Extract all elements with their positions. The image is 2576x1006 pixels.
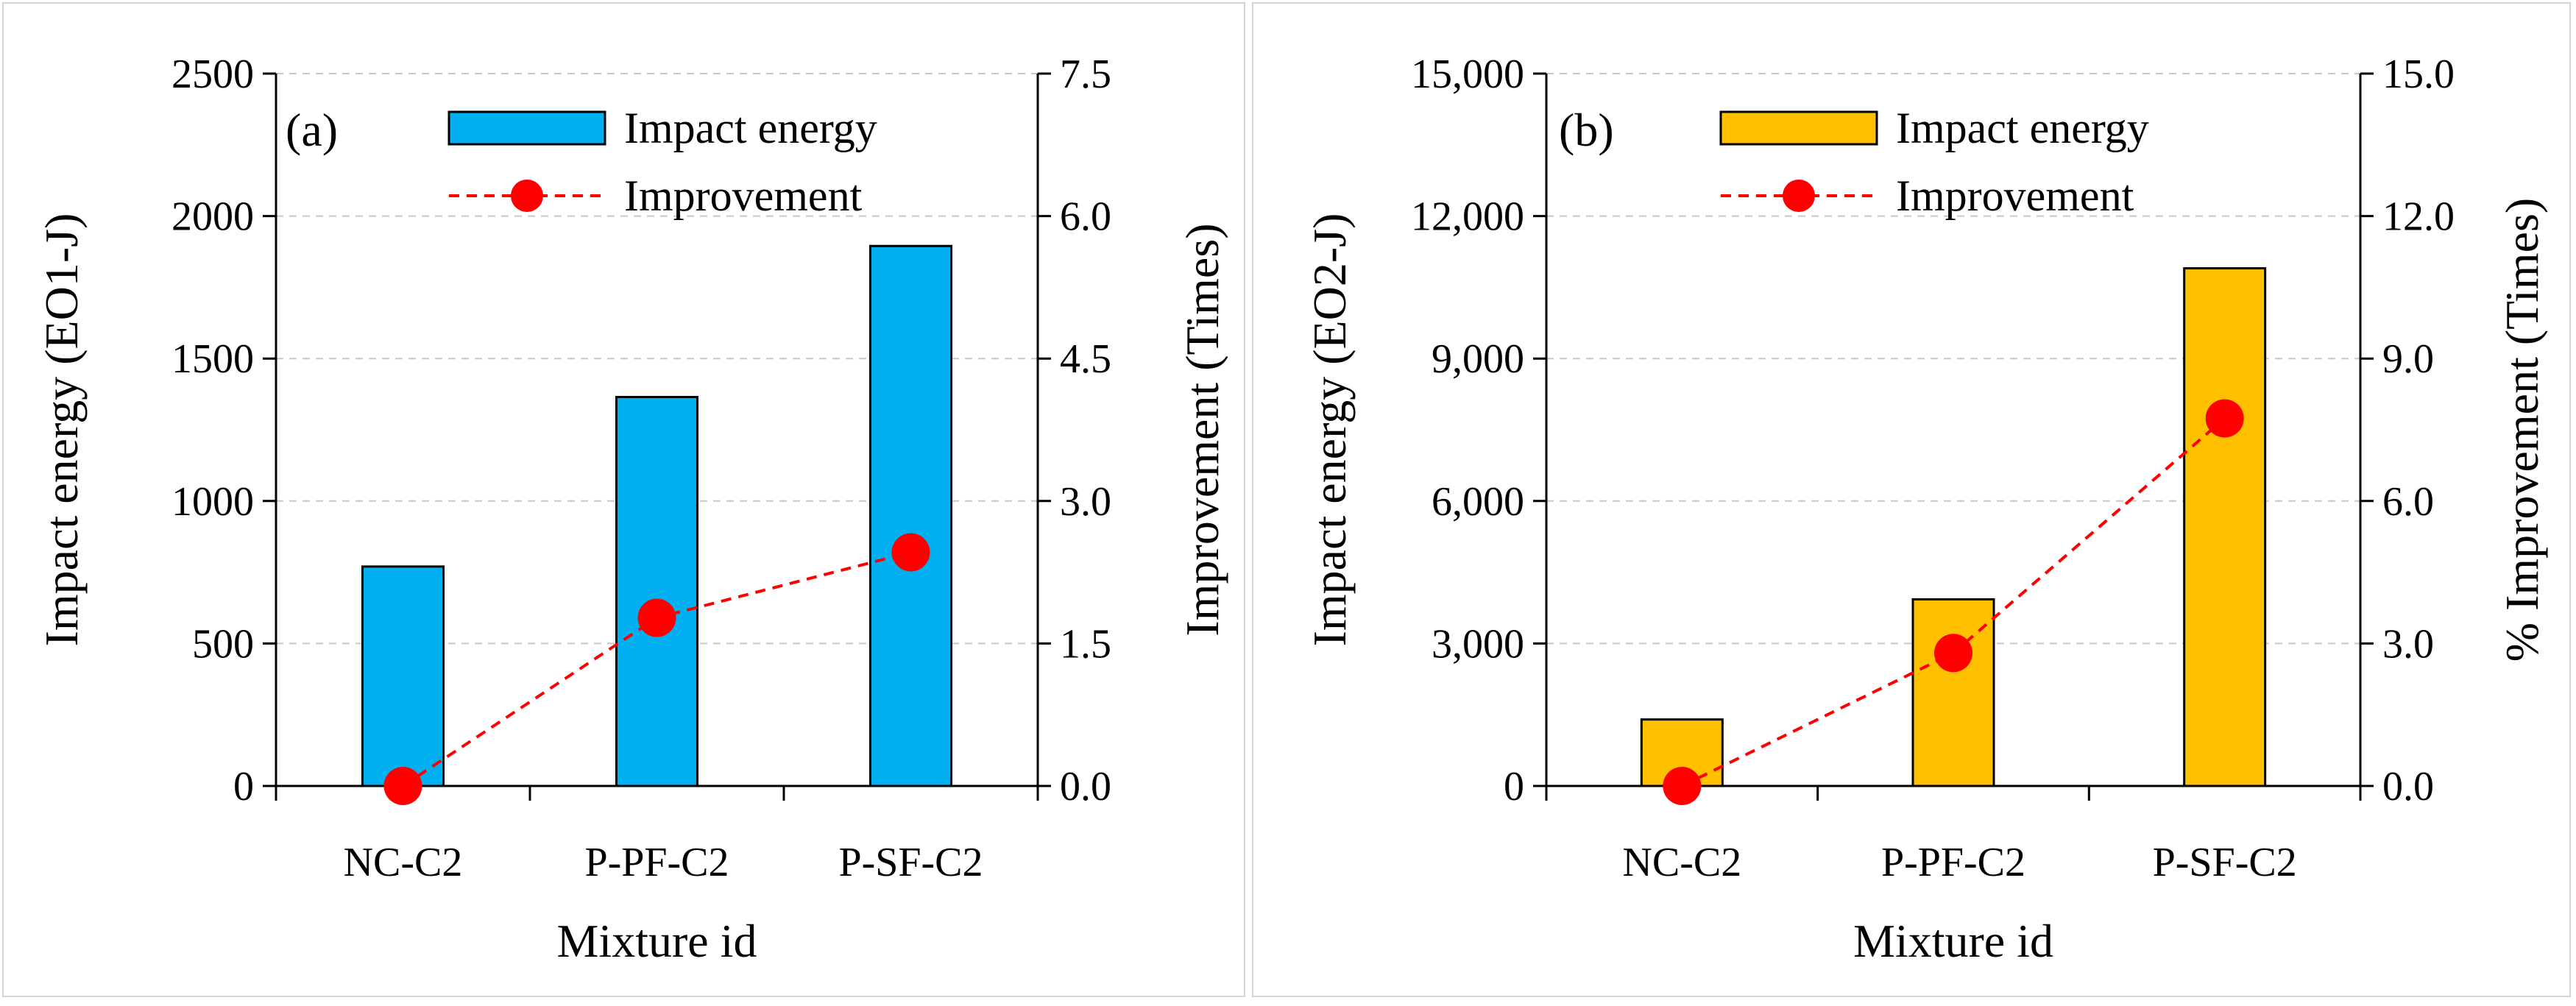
panel-a-y-tick-label: 500 xyxy=(192,621,254,667)
panel-b-chart: 0 3,000 6,000 9,000 12,000 15,000 0.0 3.0 6.0 9.0… xyxy=(1303,52,2548,967)
panel-b-y2-tick-label: 0.0 xyxy=(2382,764,2434,810)
panel-a-x-tick-label: P-PF-C2 xyxy=(584,840,729,885)
panel-a-y-tick-label: 2000 xyxy=(171,194,254,240)
panel-a-y2-tick-label: 1.5 xyxy=(1060,621,1111,667)
panel-a-y2-tick-label: 3.0 xyxy=(1060,479,1111,525)
panel-a-y2-tick-label: 4.5 xyxy=(1060,336,1111,382)
panel-a-bar-p-sf-c2 xyxy=(869,244,952,787)
panel-b-improvement-point-p-pf-c2 xyxy=(1934,634,1972,673)
panel-a-legend-bar-swatch xyxy=(447,110,606,146)
panel-b-bar-p-sf-c2 xyxy=(2183,267,2267,787)
panel-b-legend-line-marker xyxy=(1783,180,1815,212)
panel-b-improvement-point-p-sf-c2 xyxy=(2205,399,2244,438)
panel-b-legend-line-label: Improvement xyxy=(1896,171,2134,220)
panel-b-x-tick-label: P-SF-C2 xyxy=(2153,840,2297,885)
panel-a-y-tick-label: 1500 xyxy=(171,336,254,382)
panel-a-improvement-point-nc-c2 xyxy=(383,767,422,805)
panel-a-y2-axis-title: Improvement (Times) xyxy=(1176,223,1228,636)
panel-a-legend-line-marker xyxy=(511,180,543,212)
panel-a-frame xyxy=(2,2,1245,997)
panel-b-y-tick-label: 12,000 xyxy=(1411,194,1524,240)
panel-b-y-tick-label: 9,000 xyxy=(1432,336,1524,382)
panel-b-x-tick-label: NC-C2 xyxy=(1622,840,1741,885)
panel-a-x-tick-label: NC-C2 xyxy=(344,840,463,885)
panel-b-y2-tick-label: 3.0 xyxy=(2382,621,2434,667)
panel-a-legend-bar-label: Impact energy xyxy=(624,104,877,152)
panel-a-y-tick-label: 0 xyxy=(233,764,254,810)
panel-a-y-tick-label: 2500 xyxy=(171,52,254,97)
panel-b-panel-label: (b) xyxy=(1559,104,1614,156)
panel-b-y-tick-label: 15,000 xyxy=(1411,52,1524,97)
panel-b-y-tick-label: 0 xyxy=(1504,764,1524,810)
panel-a-improvement-point-p-pf-c2 xyxy=(637,598,676,637)
panel-a-y-axis-title: Impact energy (EO1-J) xyxy=(35,213,88,647)
panel-b-legend-bar-label: Impact energy xyxy=(1896,104,2149,152)
panel-a-improvement-point-p-sf-c2 xyxy=(891,533,930,572)
panel-a-y2-tick-label: 6.0 xyxy=(1060,194,1111,240)
panel-a-y2-tick-label: 7.5 xyxy=(1060,52,1111,97)
panel-b-legend-bar-swatch xyxy=(1719,110,1878,146)
panel-b-y-tick-label: 3,000 xyxy=(1432,621,1524,667)
panel-b-y2-tick-label: 15.0 xyxy=(2382,52,2455,97)
panel-a-x-axis-title: Mixture id xyxy=(557,915,757,967)
panel-b-y2-tick-label: 9.0 xyxy=(2382,336,2434,382)
panel-b-x-axis-title: Mixture id xyxy=(1853,915,2053,967)
panel-a-y2-tick-label: 0.0 xyxy=(1060,764,1111,810)
panel-a-panel-label: (a) xyxy=(286,104,338,156)
panel-a-legend-line-label: Improvement xyxy=(624,171,863,220)
panel-b-y-axis-title: Impact energy (EO2-J) xyxy=(1303,213,1356,647)
panel-b-y2-tick-label: 12.0 xyxy=(2382,194,2455,240)
panel-b-improvement-point-nc-c2 xyxy=(1663,767,1702,805)
panel-b-y2-tick-label: 6.0 xyxy=(2382,479,2434,525)
panel-a-y-tick-label: 1000 xyxy=(171,479,254,525)
panel-a-bar-nc-c2 xyxy=(361,565,445,787)
panel-b-y2-axis-title: % Improvement (Times) xyxy=(2496,198,2548,662)
panel-b-x-tick-label: P-PF-C2 xyxy=(1881,840,2025,885)
panel-a-bar-p-pf-c2 xyxy=(615,395,698,787)
panel-b-y-tick-label: 6,000 xyxy=(1432,479,1524,525)
panel-a-chart: 0 500 1000 1500 2000 2500 0.0 1.5 3.0 4.5 6.0 7.5 NC… xyxy=(35,52,1228,967)
panel-a-x-tick-label: P-SF-C2 xyxy=(838,840,983,885)
panel-b-frame xyxy=(1252,2,2571,997)
